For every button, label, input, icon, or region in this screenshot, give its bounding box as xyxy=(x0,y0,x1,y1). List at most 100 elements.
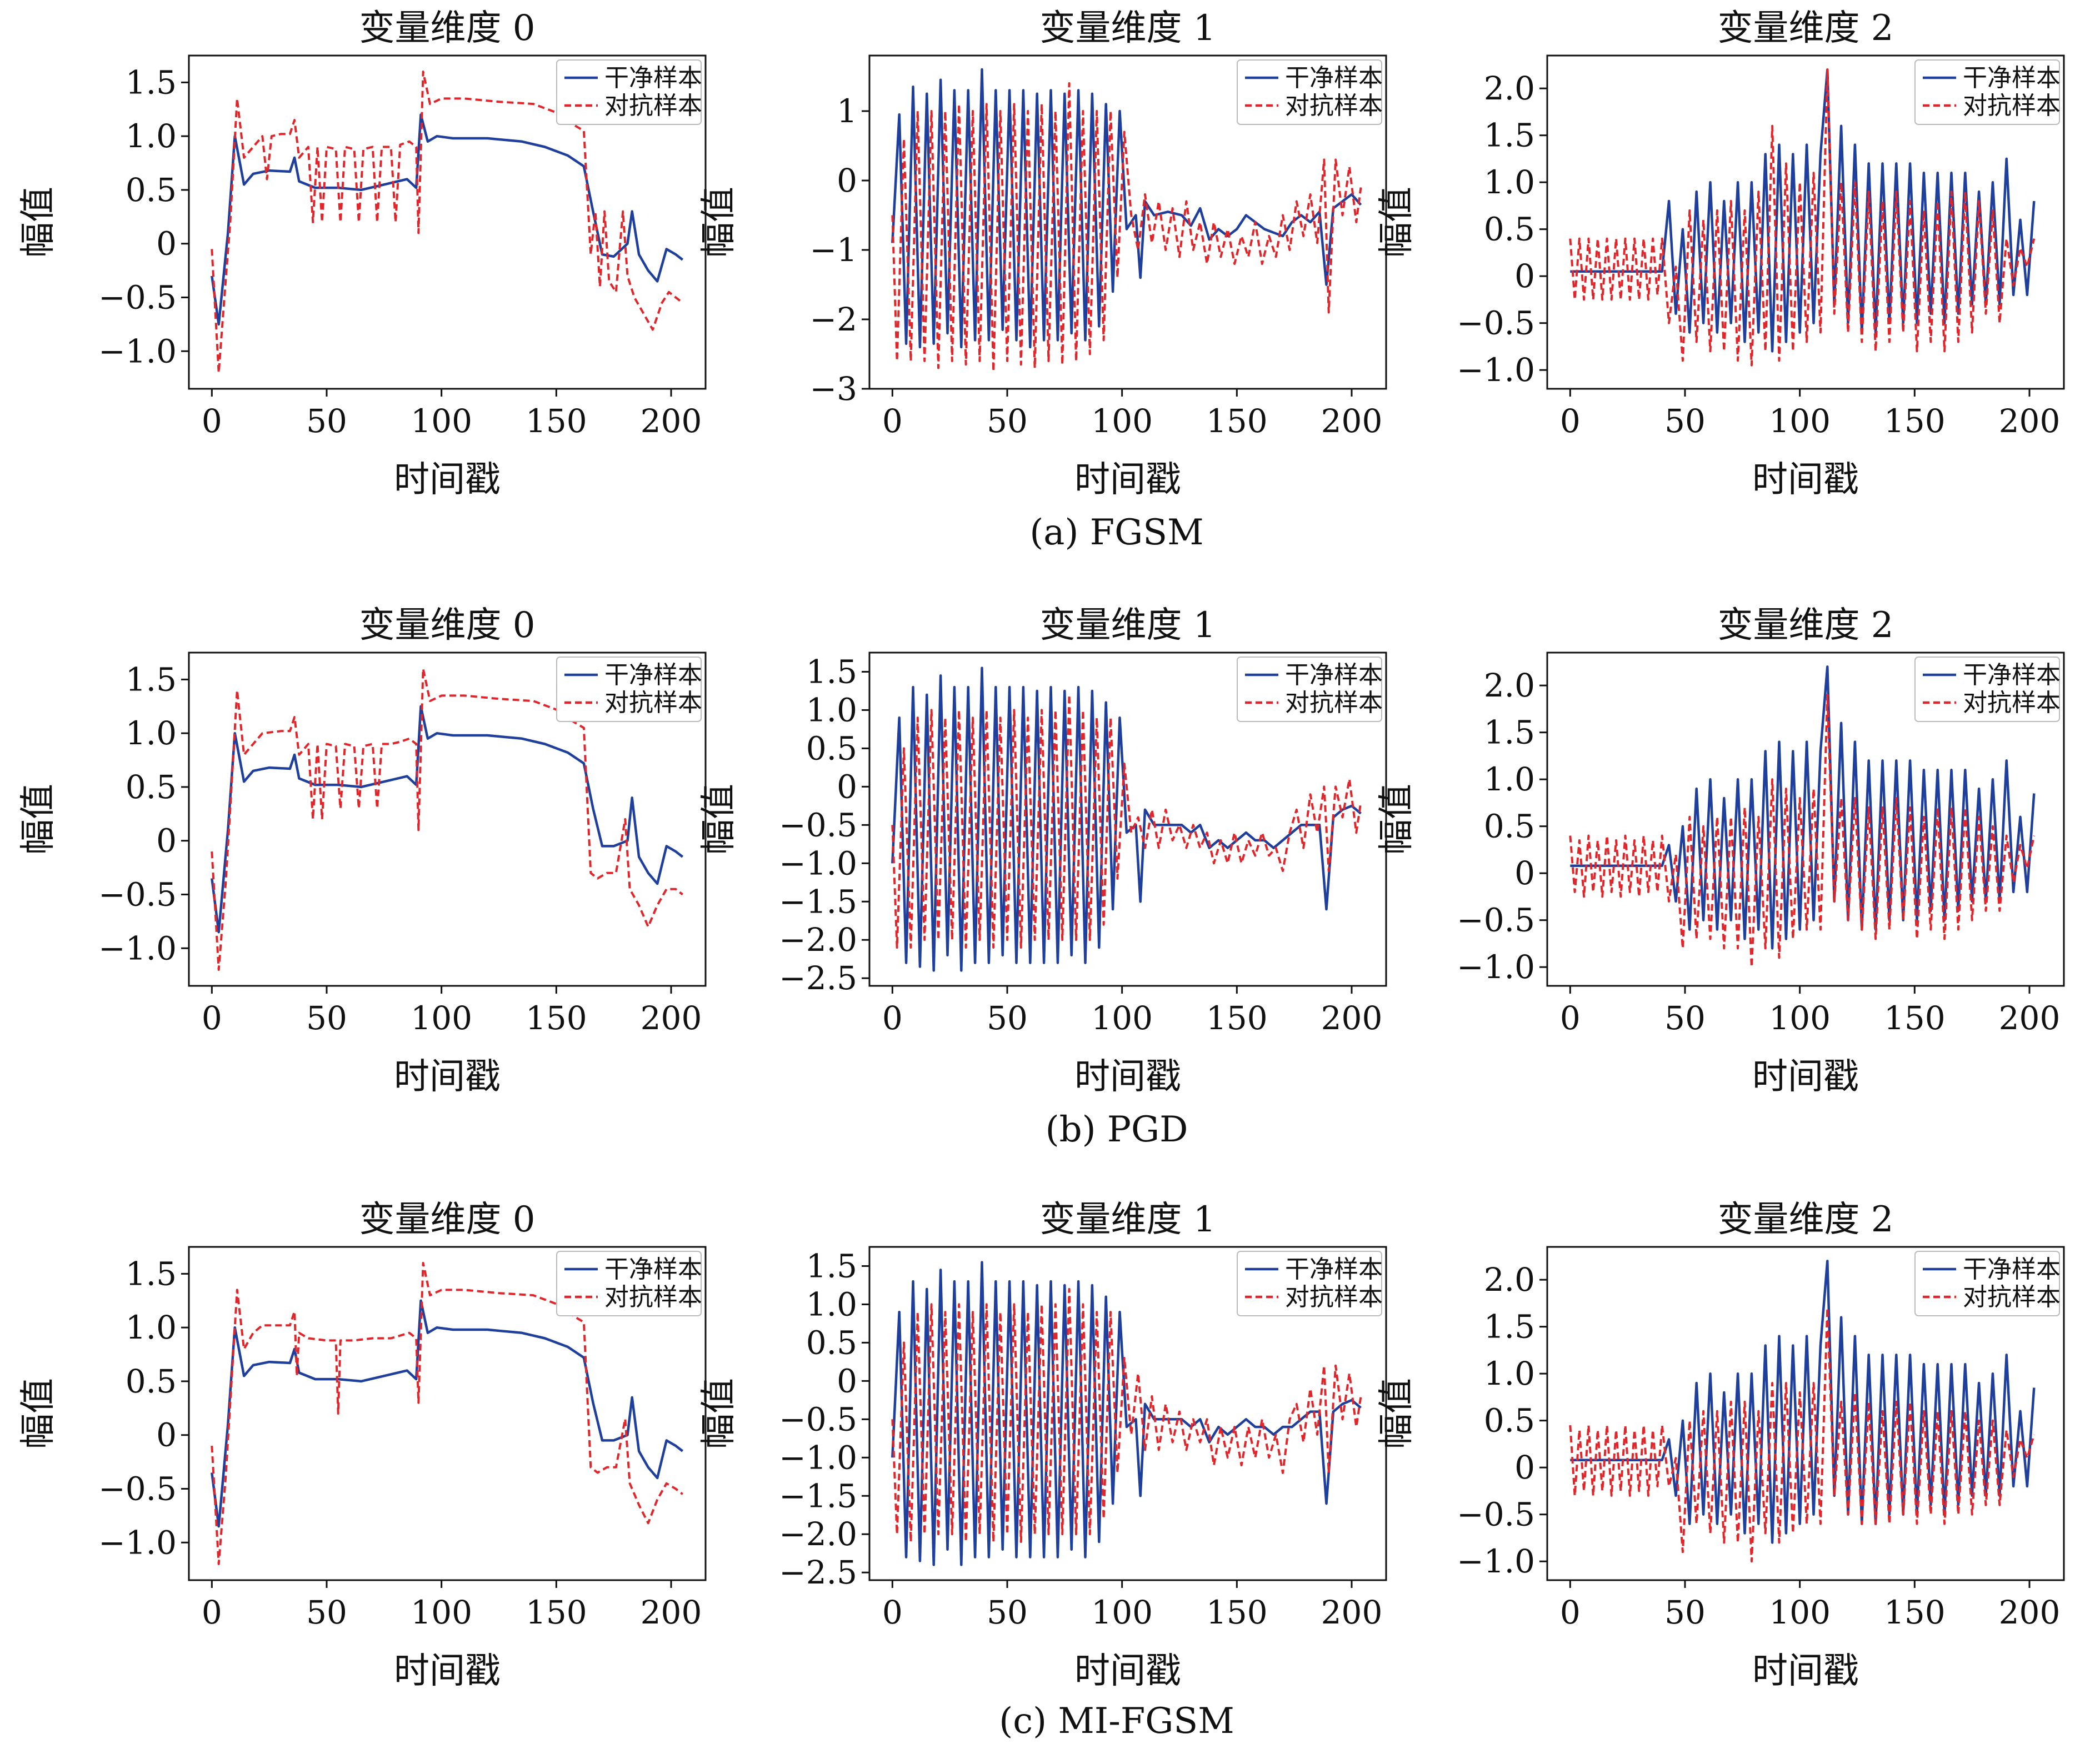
y-tick-label: 0.5 xyxy=(126,171,177,209)
legend-label: 对抗样本 xyxy=(1285,689,1383,717)
legend-box xyxy=(1914,656,2060,722)
x-tick-label: 150 xyxy=(526,402,587,440)
legend-box xyxy=(556,1251,702,1316)
y-axis-label: 幅值 xyxy=(1376,1378,1417,1449)
x-tick-label: 0 xyxy=(202,999,222,1037)
y-tick-label: −2.0 xyxy=(779,1515,857,1553)
y-tick-label: −1.0 xyxy=(1457,351,1535,389)
y-tick-label: 1.0 xyxy=(126,1309,177,1346)
y-tick-label: 1.0 xyxy=(806,691,857,729)
x-tick-label: 0 xyxy=(882,1593,903,1631)
x-tick-label: 0 xyxy=(882,999,903,1037)
y-tick-label: −0.5 xyxy=(1457,1496,1535,1533)
x-tick-label: 50 xyxy=(987,1593,1028,1631)
x-tick-label: 150 xyxy=(1884,402,1946,440)
x-axis-label: 时间戳 xyxy=(1752,1651,1859,1692)
x-tick-label: 100 xyxy=(1091,1593,1153,1631)
legend-label: 干净样本 xyxy=(1285,64,1383,92)
y-axis-label: 幅值 xyxy=(1376,784,1417,855)
series-group xyxy=(891,1261,1362,1566)
y-tick-label: 1.5 xyxy=(1484,1308,1535,1346)
series-line-adversarial xyxy=(1569,1306,2036,1563)
legend-label: 对抗样本 xyxy=(1963,1283,2061,1311)
x-tick-label: 100 xyxy=(411,402,472,440)
y-tick-label: 0.5 xyxy=(806,729,857,767)
panel-b-0: 0 50 100 150 200 −1.0 −0.5 0 0.5 1.0 1.5 变量维度 0 时间戳 幅… xyxy=(18,605,707,1097)
x-tick-label: 50 xyxy=(306,402,347,440)
legend-box xyxy=(556,59,702,125)
y-tick-label: 1.5 xyxy=(126,660,177,698)
panel-b-1: 0 50 100 150 200−2.5−2.0−1.5−1.0−0.500.51.01… xyxy=(698,605,1387,1097)
series-line-adversarial xyxy=(1569,694,2036,969)
x-tick-label: 200 xyxy=(1321,1593,1383,1631)
x-tick-label: 150 xyxy=(526,1593,587,1631)
legend-box xyxy=(1237,59,1382,125)
caption-c: (c) MI-FGSM xyxy=(999,1701,1234,1742)
y-tick-label: 2.0 xyxy=(1484,69,1535,107)
y-tick-label: −1.0 xyxy=(98,1524,177,1561)
legend-label: 干净样本 xyxy=(604,64,702,92)
series-line-adversarial xyxy=(891,82,1362,373)
x-tick-label: 100 xyxy=(1769,999,1831,1037)
y-tick-label: −3 xyxy=(810,370,858,408)
plot-frame xyxy=(188,54,707,390)
y-tick-label: 0 xyxy=(156,1416,177,1454)
chart-title: 变量维度 0 xyxy=(359,1199,535,1240)
y-tick-label: −0.5 xyxy=(98,1470,177,1507)
y-tick-label: 1.5 xyxy=(806,1247,857,1285)
x-tick-label: 50 xyxy=(987,402,1028,440)
chart-title: 变量维度 2 xyxy=(1717,1199,1893,1240)
series-line-clean xyxy=(891,68,1362,349)
plot-frame xyxy=(868,1246,1387,1581)
series-line-clean xyxy=(1570,68,2036,353)
legend-label: 对抗样本 xyxy=(1285,1283,1383,1311)
x-axis-label: 时间戳 xyxy=(394,1056,501,1097)
panel-b-2: 0 50 100 150 200 −1.0 −0.5 0 0.5 1.0 1.5 2.0 变量维度 2 时… xyxy=(1376,605,2065,1097)
series-line-adversarial xyxy=(211,71,683,374)
panel-c-2: 0 50 100 150 200 −1.0 −0.5 0 0.5 1.0 1.5 2.0 变量维度 2 时… xyxy=(1376,1199,2065,1692)
legend-label: 干净样本 xyxy=(604,1255,702,1284)
series-line-adversarial xyxy=(891,1287,1362,1543)
y-tick-label: −0.5 xyxy=(1457,304,1535,342)
x-tick-label: 100 xyxy=(411,1593,472,1631)
y-tick-label: 1.0 xyxy=(126,117,177,155)
y-tick-label: −2 xyxy=(810,300,858,338)
legend-box xyxy=(1914,59,2060,125)
y-tick-label: 1.5 xyxy=(806,653,857,690)
y-tick-label: 0.5 xyxy=(1484,1402,1535,1440)
series-group xyxy=(1569,665,2036,969)
x-tick-label: 0 xyxy=(202,402,222,440)
y-axis-label: 幅值 xyxy=(698,784,739,855)
x-tick-label: 150 xyxy=(1884,999,1946,1037)
series-group xyxy=(1569,1260,2036,1563)
legend-box xyxy=(1237,656,1382,722)
x-axis-label: 时间戳 xyxy=(1074,1651,1181,1692)
x-tick-label: 50 xyxy=(1664,1593,1706,1631)
x-tick-label: 150 xyxy=(526,999,587,1037)
series-group xyxy=(211,668,684,971)
y-tick-label: 1.0 xyxy=(1484,163,1535,201)
chart-title: 变量维度 0 xyxy=(359,8,535,49)
y-tick-label: 0 xyxy=(1514,854,1535,892)
y-tick-label: −1.5 xyxy=(779,883,857,920)
x-tick-label: 50 xyxy=(306,1593,347,1631)
x-axis-label: 时间戳 xyxy=(1074,1056,1181,1097)
legend-label: 对抗样本 xyxy=(1963,689,2061,717)
x-tick-label: 0 xyxy=(1560,1593,1581,1631)
y-tick-label: 1.5 xyxy=(1484,117,1535,154)
series-line-adversarial xyxy=(891,693,1362,949)
y-tick-label: 0 xyxy=(156,225,177,263)
y-tick-label: −1.0 xyxy=(779,844,857,882)
legend-label: 对抗样本 xyxy=(1963,92,2061,120)
x-tick-label: 0 xyxy=(1560,402,1581,440)
y-tick-label: −1.5 xyxy=(779,1477,857,1515)
legend-label: 对抗样本 xyxy=(604,689,702,717)
y-tick-label: 1.5 xyxy=(1484,714,1535,751)
x-axis-label: 时间戳 xyxy=(1074,459,1181,500)
x-axis-label: 时间戳 xyxy=(1752,459,1859,500)
